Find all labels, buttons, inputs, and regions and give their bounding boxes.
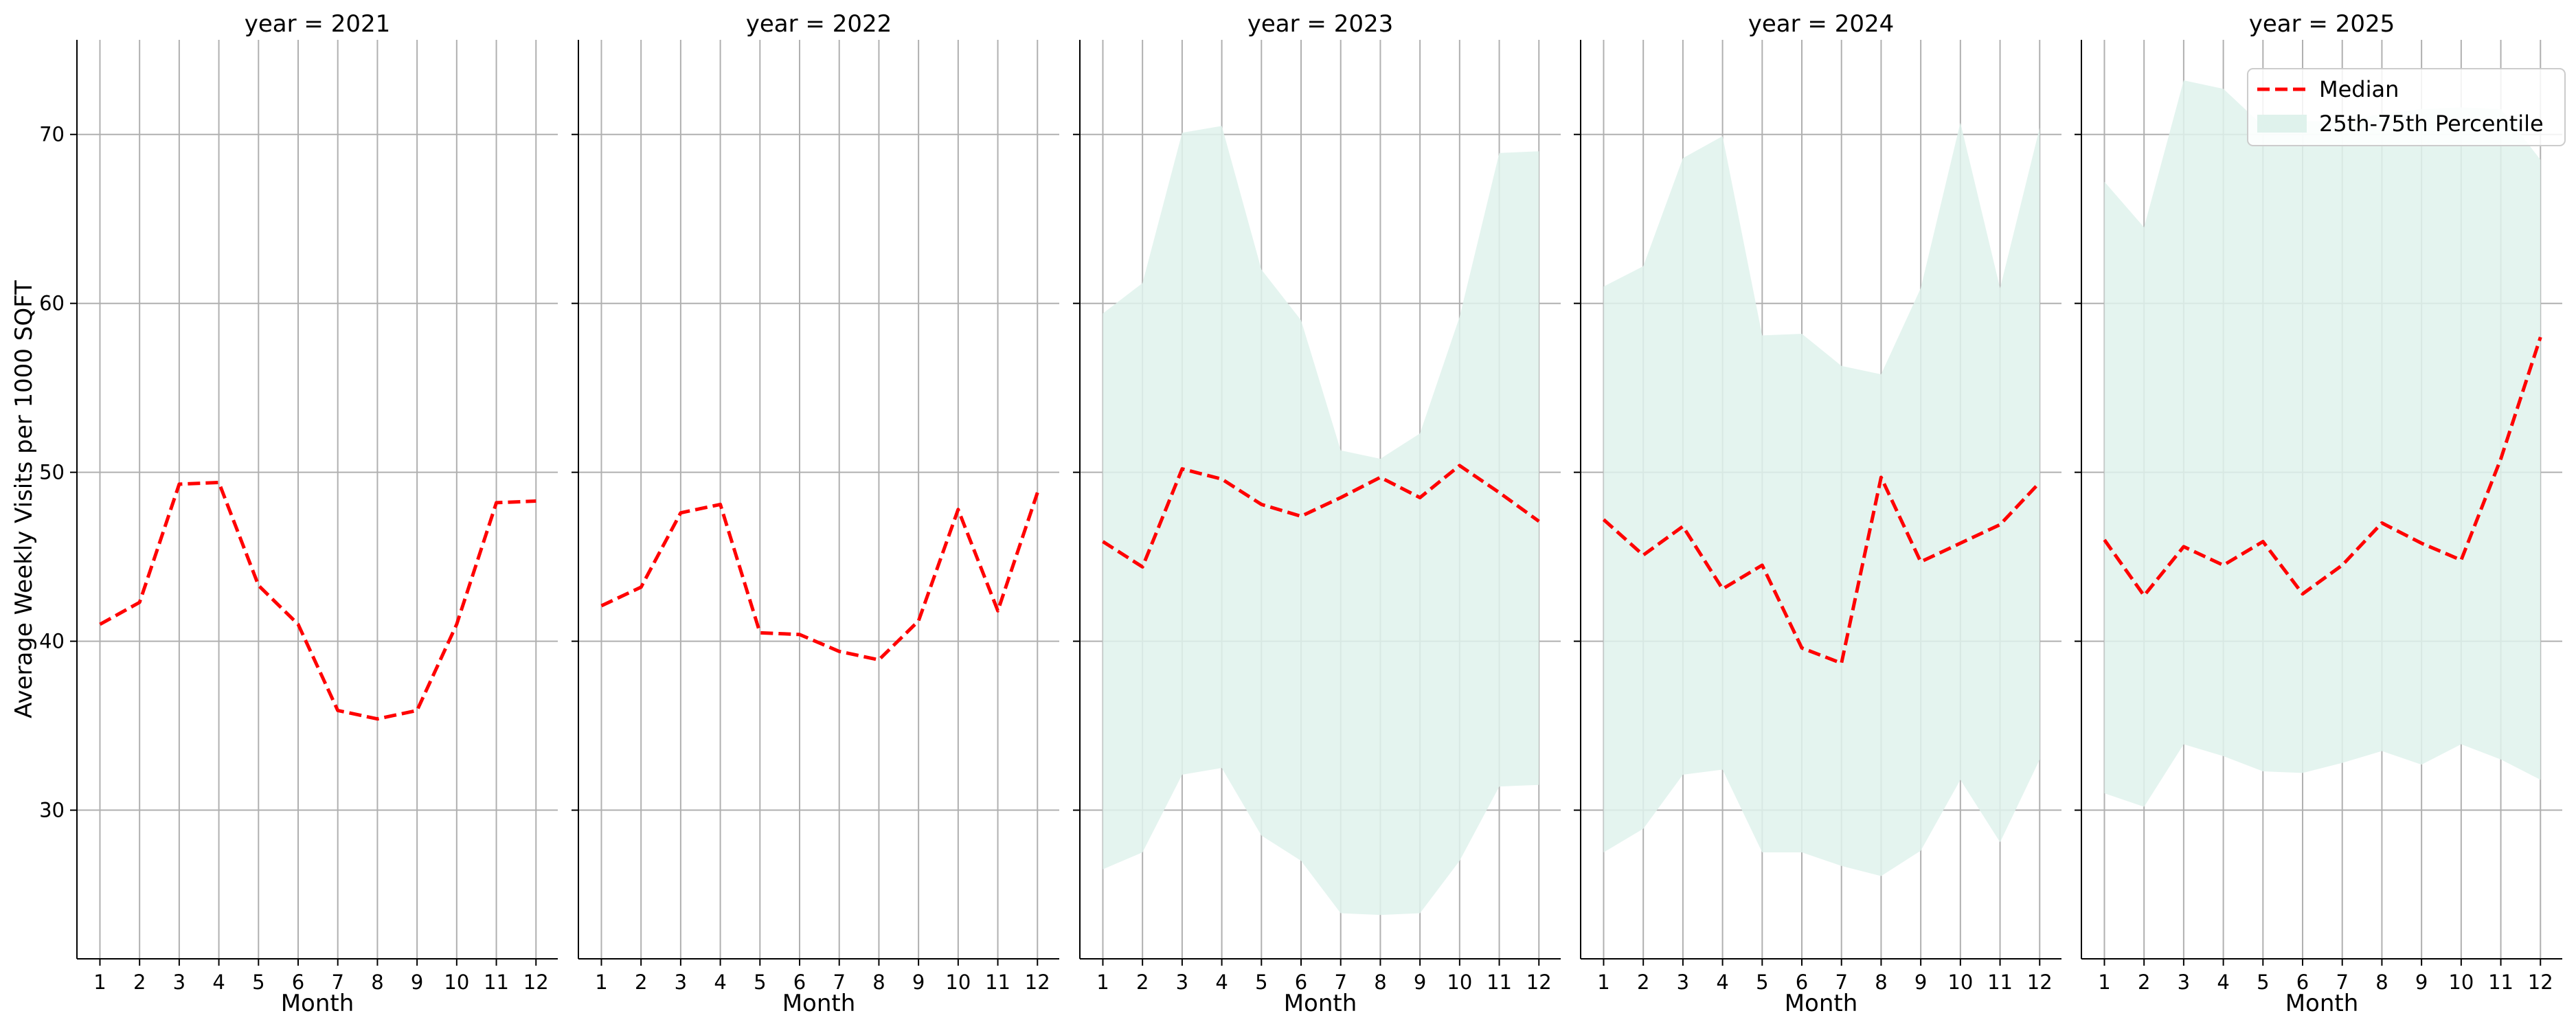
- legend-band-label: 25th-75th Percentile: [2319, 111, 2544, 137]
- x-tick-label: 1: [2098, 970, 2110, 994]
- x-tick-label: 9: [1914, 970, 1927, 994]
- x-tick-label: 8: [2375, 970, 2388, 994]
- x-axis-label: Month: [782, 990, 856, 1017]
- x-tick-label: 5: [754, 970, 766, 994]
- x-tick-label: 4: [1716, 970, 1728, 994]
- x-tick-label: 7: [1334, 970, 1346, 994]
- x-tick-label: 4: [1215, 970, 1228, 994]
- x-tick-label: 6: [2296, 970, 2309, 994]
- x-axis-label: Month: [2285, 990, 2359, 1017]
- x-tick-label: 4: [714, 970, 726, 994]
- x-tick-label: 8: [1875, 970, 1887, 994]
- x-tick-label: 3: [1176, 970, 1188, 994]
- y-tick-label: 30: [39, 799, 65, 822]
- legend-band-swatch: [2257, 115, 2307, 133]
- x-tick-label: 11: [1487, 970, 1512, 994]
- legend: Median 25th-75th Percentile: [2247, 68, 2566, 146]
- x-tick-label: 3: [1677, 970, 1689, 994]
- x-tick-label: 10: [1947, 970, 1973, 994]
- x-tick-label: 3: [2178, 970, 2190, 994]
- x-tick-label: 5: [1255, 970, 1267, 994]
- x-tick-label: 10: [1447, 970, 1472, 994]
- x-tick-label: 3: [173, 970, 185, 994]
- legend-box: [2247, 68, 2566, 146]
- x-tick-label: 2: [1136, 970, 1149, 994]
- x-tick-label: 12: [2528, 970, 2553, 994]
- median-line: [99, 480, 536, 721]
- x-tick-label: 12: [2027, 970, 2053, 994]
- x-tick-label: 12: [1025, 970, 1050, 994]
- x-tick-label: 1: [93, 970, 106, 994]
- median-line: [1602, 475, 2042, 666]
- median-line: [2103, 337, 2542, 598]
- x-tick-label: 5: [1756, 970, 1768, 994]
- legend-median-label: Median: [2319, 76, 2399, 102]
- x-tick-label: 5: [2257, 970, 2269, 994]
- x-tick-label: 10: [945, 970, 971, 994]
- x-tick-label: 6: [793, 970, 806, 994]
- x-tick-label: 6: [292, 970, 304, 994]
- percentile-band: [2104, 80, 2541, 807]
- x-tick-label: 6: [1295, 970, 1307, 994]
- x-tick-label: 8: [872, 970, 885, 994]
- x-tick-label: 10: [2448, 970, 2474, 994]
- x-tick-label: 4: [2217, 970, 2229, 994]
- panel-title: year = 2025: [2249, 10, 2395, 38]
- x-tick-label: 7: [331, 970, 343, 994]
- y-tick-label: 70: [39, 123, 65, 146]
- x-tick-label: 7: [833, 970, 845, 994]
- x-tick-label: 7: [2336, 970, 2348, 994]
- x-tick-label: 2: [2138, 970, 2150, 994]
- x-tick-label: 9: [1414, 970, 1426, 994]
- x-tick-label: 11: [2488, 970, 2513, 994]
- x-tick-label: 9: [411, 970, 423, 994]
- x-tick-label: 9: [2415, 970, 2428, 994]
- panel-title: year = 2024: [1748, 10, 1894, 38]
- median-line: [1102, 464, 1540, 569]
- x-axis-label: Month: [1284, 990, 1357, 1017]
- y-tick-label: 60: [39, 292, 65, 315]
- panel-title: year = 2021: [245, 10, 390, 38]
- y-tick-label: 40: [39, 630, 65, 653]
- x-tick-label: 11: [985, 970, 1010, 994]
- x-tick-label: 3: [675, 970, 687, 994]
- x-tick-label: 6: [1796, 970, 1808, 994]
- x-tick-label: 9: [912, 970, 925, 994]
- x-tick-label: 11: [1987, 970, 2013, 994]
- percentile-band: [1103, 126, 1539, 916]
- x-tick-label: 5: [252, 970, 264, 994]
- panel-title: year = 2022: [746, 10, 892, 38]
- percentile-band: [1603, 122, 2040, 876]
- x-tick-label: 8: [371, 970, 383, 994]
- x-tick-label: 2: [1637, 970, 1649, 994]
- x-tick-label: 4: [212, 970, 225, 994]
- x-tick-label: 10: [444, 970, 469, 994]
- x-tick-label: 1: [595, 970, 607, 994]
- x-tick-label: 1: [1597, 970, 1609, 994]
- x-tick-label: 12: [523, 970, 549, 994]
- x-axis-label: Month: [1785, 990, 1858, 1017]
- panel-title: year = 2023: [1247, 10, 1393, 38]
- x-axis-label: Month: [281, 990, 354, 1017]
- median-line: [600, 492, 1039, 662]
- x-tick-label: 7: [1835, 970, 1847, 994]
- x-tick-label: 2: [635, 970, 647, 994]
- y-tick-label: 50: [39, 461, 65, 484]
- x-tick-label: 12: [1526, 970, 1552, 994]
- x-tick-label: 8: [1374, 970, 1386, 994]
- x-tick-label: 1: [1096, 970, 1109, 994]
- x-tick-label: 11: [484, 970, 509, 994]
- y-axis-label: Average Weekly Visits per 1000 SQFT: [10, 280, 38, 718]
- x-tick-label: 2: [133, 970, 146, 994]
